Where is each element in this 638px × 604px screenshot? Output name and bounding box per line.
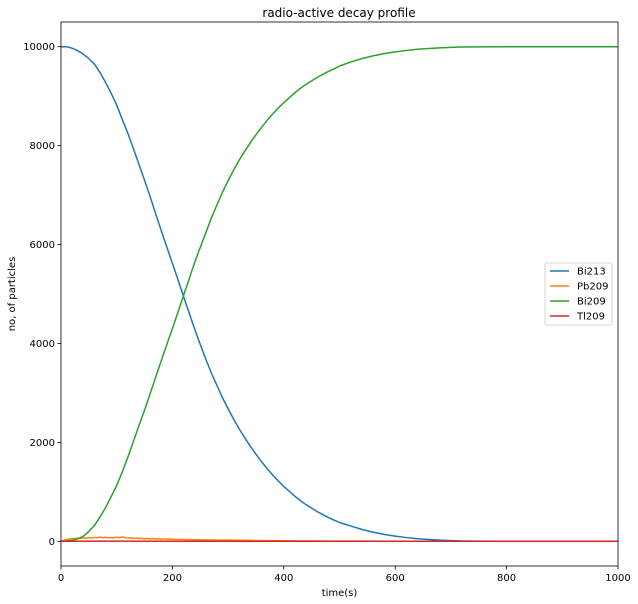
y-axis-ticks: 0 2000 4000 6000 8000 10000 <box>23 42 61 548</box>
y-tick-label: 4000 <box>30 339 55 350</box>
legend-label-tl209: Tl209 <box>576 312 605 323</box>
y-tick-label: 8000 <box>30 141 55 152</box>
legend-label-bi213: Bi213 <box>577 267 606 278</box>
x-tick-label: 800 <box>497 573 516 584</box>
y-tick-label: 2000 <box>30 438 55 449</box>
legend-label-bi209: Bi209 <box>577 297 606 308</box>
y-axis-label: no, of particles <box>7 257 18 332</box>
y-tick-label: 0 <box>49 537 55 548</box>
x-tick-label: 600 <box>386 573 405 584</box>
series-line-bi209 <box>60 45 618 543</box>
x-tick-label: 0 <box>58 573 64 584</box>
x-axis-ticks: 0 200 400 600 800 1000 <box>58 566 631 584</box>
y-tick-label: 10000 <box>23 42 55 53</box>
chart-title: radio-active decay profile <box>262 6 415 20</box>
plot-frame <box>60 21 619 567</box>
plot-background <box>61 22 618 566</box>
x-tick-label: 400 <box>274 573 293 584</box>
legend-box <box>544 262 613 326</box>
x-axis-label: time(s) <box>322 588 358 599</box>
series-group <box>60 45 618 543</box>
legend: Bi213 Pb209 Bi209 Tl209 <box>544 262 613 326</box>
legend-items: Bi213 Pb209 Bi209 Tl209 <box>550 267 608 323</box>
y-tick-label: 6000 <box>30 240 55 251</box>
x-tick-label: 1000 <box>605 573 630 584</box>
legend-label-pb209: Pb209 <box>577 282 608 293</box>
series-line-bi213 <box>61 45 618 543</box>
x-tick-label: 200 <box>163 573 182 584</box>
plot-area <box>60 21 619 567</box>
